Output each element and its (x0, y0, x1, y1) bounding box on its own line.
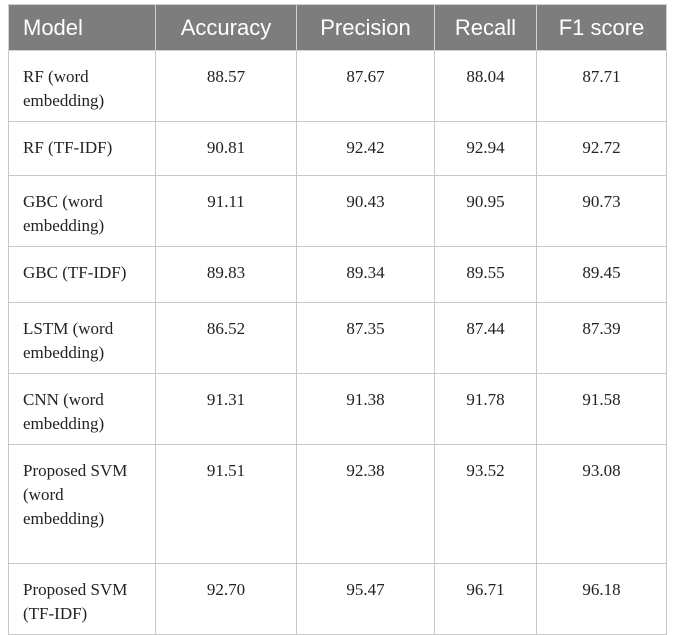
metric-cell: 92.38 (296, 444, 435, 564)
metric-cell: 91.51 (155, 444, 297, 564)
metric-cell: 91.38 (296, 373, 435, 445)
model-cell: GBC (TF-IDF) (8, 246, 156, 303)
metric-cell: 91.58 (536, 373, 667, 445)
metric-cell: 91.31 (155, 373, 297, 445)
table-row: CNN (word embedding) 91.31 91.38 91.78 91.58 (8, 373, 667, 445)
metric-cell: 90.81 (155, 121, 297, 176)
metric-cell: 91.11 (155, 175, 297, 247)
metric-cell: 92.72 (536, 121, 667, 176)
metric-cell: 92.42 (296, 121, 435, 176)
metric-cell: 91.78 (434, 373, 537, 445)
results-table: Model Accuracy Precision Recall F1 score RF … (8, 4, 667, 635)
model-cell: CNN (word embedding) (8, 373, 156, 445)
page: Model Accuracy Precision Recall F1 score RF … (8, 4, 667, 635)
model-cell: RF (word embedding) (8, 50, 156, 122)
model-cell: Proposed SVM (TF-IDF) (8, 563, 156, 635)
metric-cell: 95.47 (296, 563, 435, 635)
table-row: RF (word embedding) 88.57 87.67 88.04 87.71 (8, 50, 667, 122)
metric-cell: 89.83 (155, 246, 297, 303)
table-body: RF (word embedding) 88.57 87.67 88.04 87.71 R… (8, 50, 667, 635)
metric-cell: 87.71 (536, 50, 667, 122)
metric-cell: 92.94 (434, 121, 537, 176)
header-cell: Model (8, 4, 156, 51)
header-row: Model Accuracy Precision Recall F1 score (8, 4, 667, 51)
metric-cell: 93.52 (434, 444, 537, 564)
metric-cell: 96.18 (536, 563, 667, 635)
model-cell: GBC (word embedding) (8, 175, 156, 247)
table-header: Model Accuracy Precision Recall F1 score (8, 4, 667, 51)
metric-cell: 88.57 (155, 50, 297, 122)
header-cell: F1 score (536, 4, 667, 51)
metric-cell: 88.04 (434, 50, 537, 122)
metric-cell: 89.34 (296, 246, 435, 303)
header-cell: Accuracy (155, 4, 297, 51)
table-row: Proposed SVM (TF-IDF) 92.70 95.47 96.71 96.1… (8, 563, 667, 635)
metric-cell: 90.95 (434, 175, 537, 247)
header-cell: Recall (434, 4, 537, 51)
metric-cell: 87.35 (296, 302, 435, 374)
metric-cell: 90.73 (536, 175, 667, 247)
metric-cell: 96.71 (434, 563, 537, 635)
metric-cell: 87.67 (296, 50, 435, 122)
table-row: Proposed SVM (word embedding) 91.51 92.38 9… (8, 444, 667, 564)
metric-cell: 86.52 (155, 302, 297, 374)
header-cell: Precision (296, 4, 435, 51)
model-cell: RF (TF-IDF) (8, 121, 156, 176)
table-row: LSTM (word embedding) 86.52 87.35 87.44 87.3… (8, 302, 667, 374)
table-row: GBC (TF-IDF) 89.83 89.34 89.55 89.45 (8, 246, 667, 303)
model-cell: LSTM (word embedding) (8, 302, 156, 374)
table-row: RF (TF-IDF) 90.81 92.42 92.94 92.72 (8, 121, 667, 176)
metric-cell: 87.44 (434, 302, 537, 374)
metric-cell: 93.08 (536, 444, 667, 564)
metric-cell: 89.55 (434, 246, 537, 303)
metric-cell: 87.39 (536, 302, 667, 374)
metric-cell: 90.43 (296, 175, 435, 247)
metric-cell: 89.45 (536, 246, 667, 303)
model-cell: Proposed SVM (word embedding) (8, 444, 156, 564)
table-row: GBC (word embedding) 91.11 90.43 90.95 90.73 (8, 175, 667, 247)
metric-cell: 92.70 (155, 563, 297, 635)
